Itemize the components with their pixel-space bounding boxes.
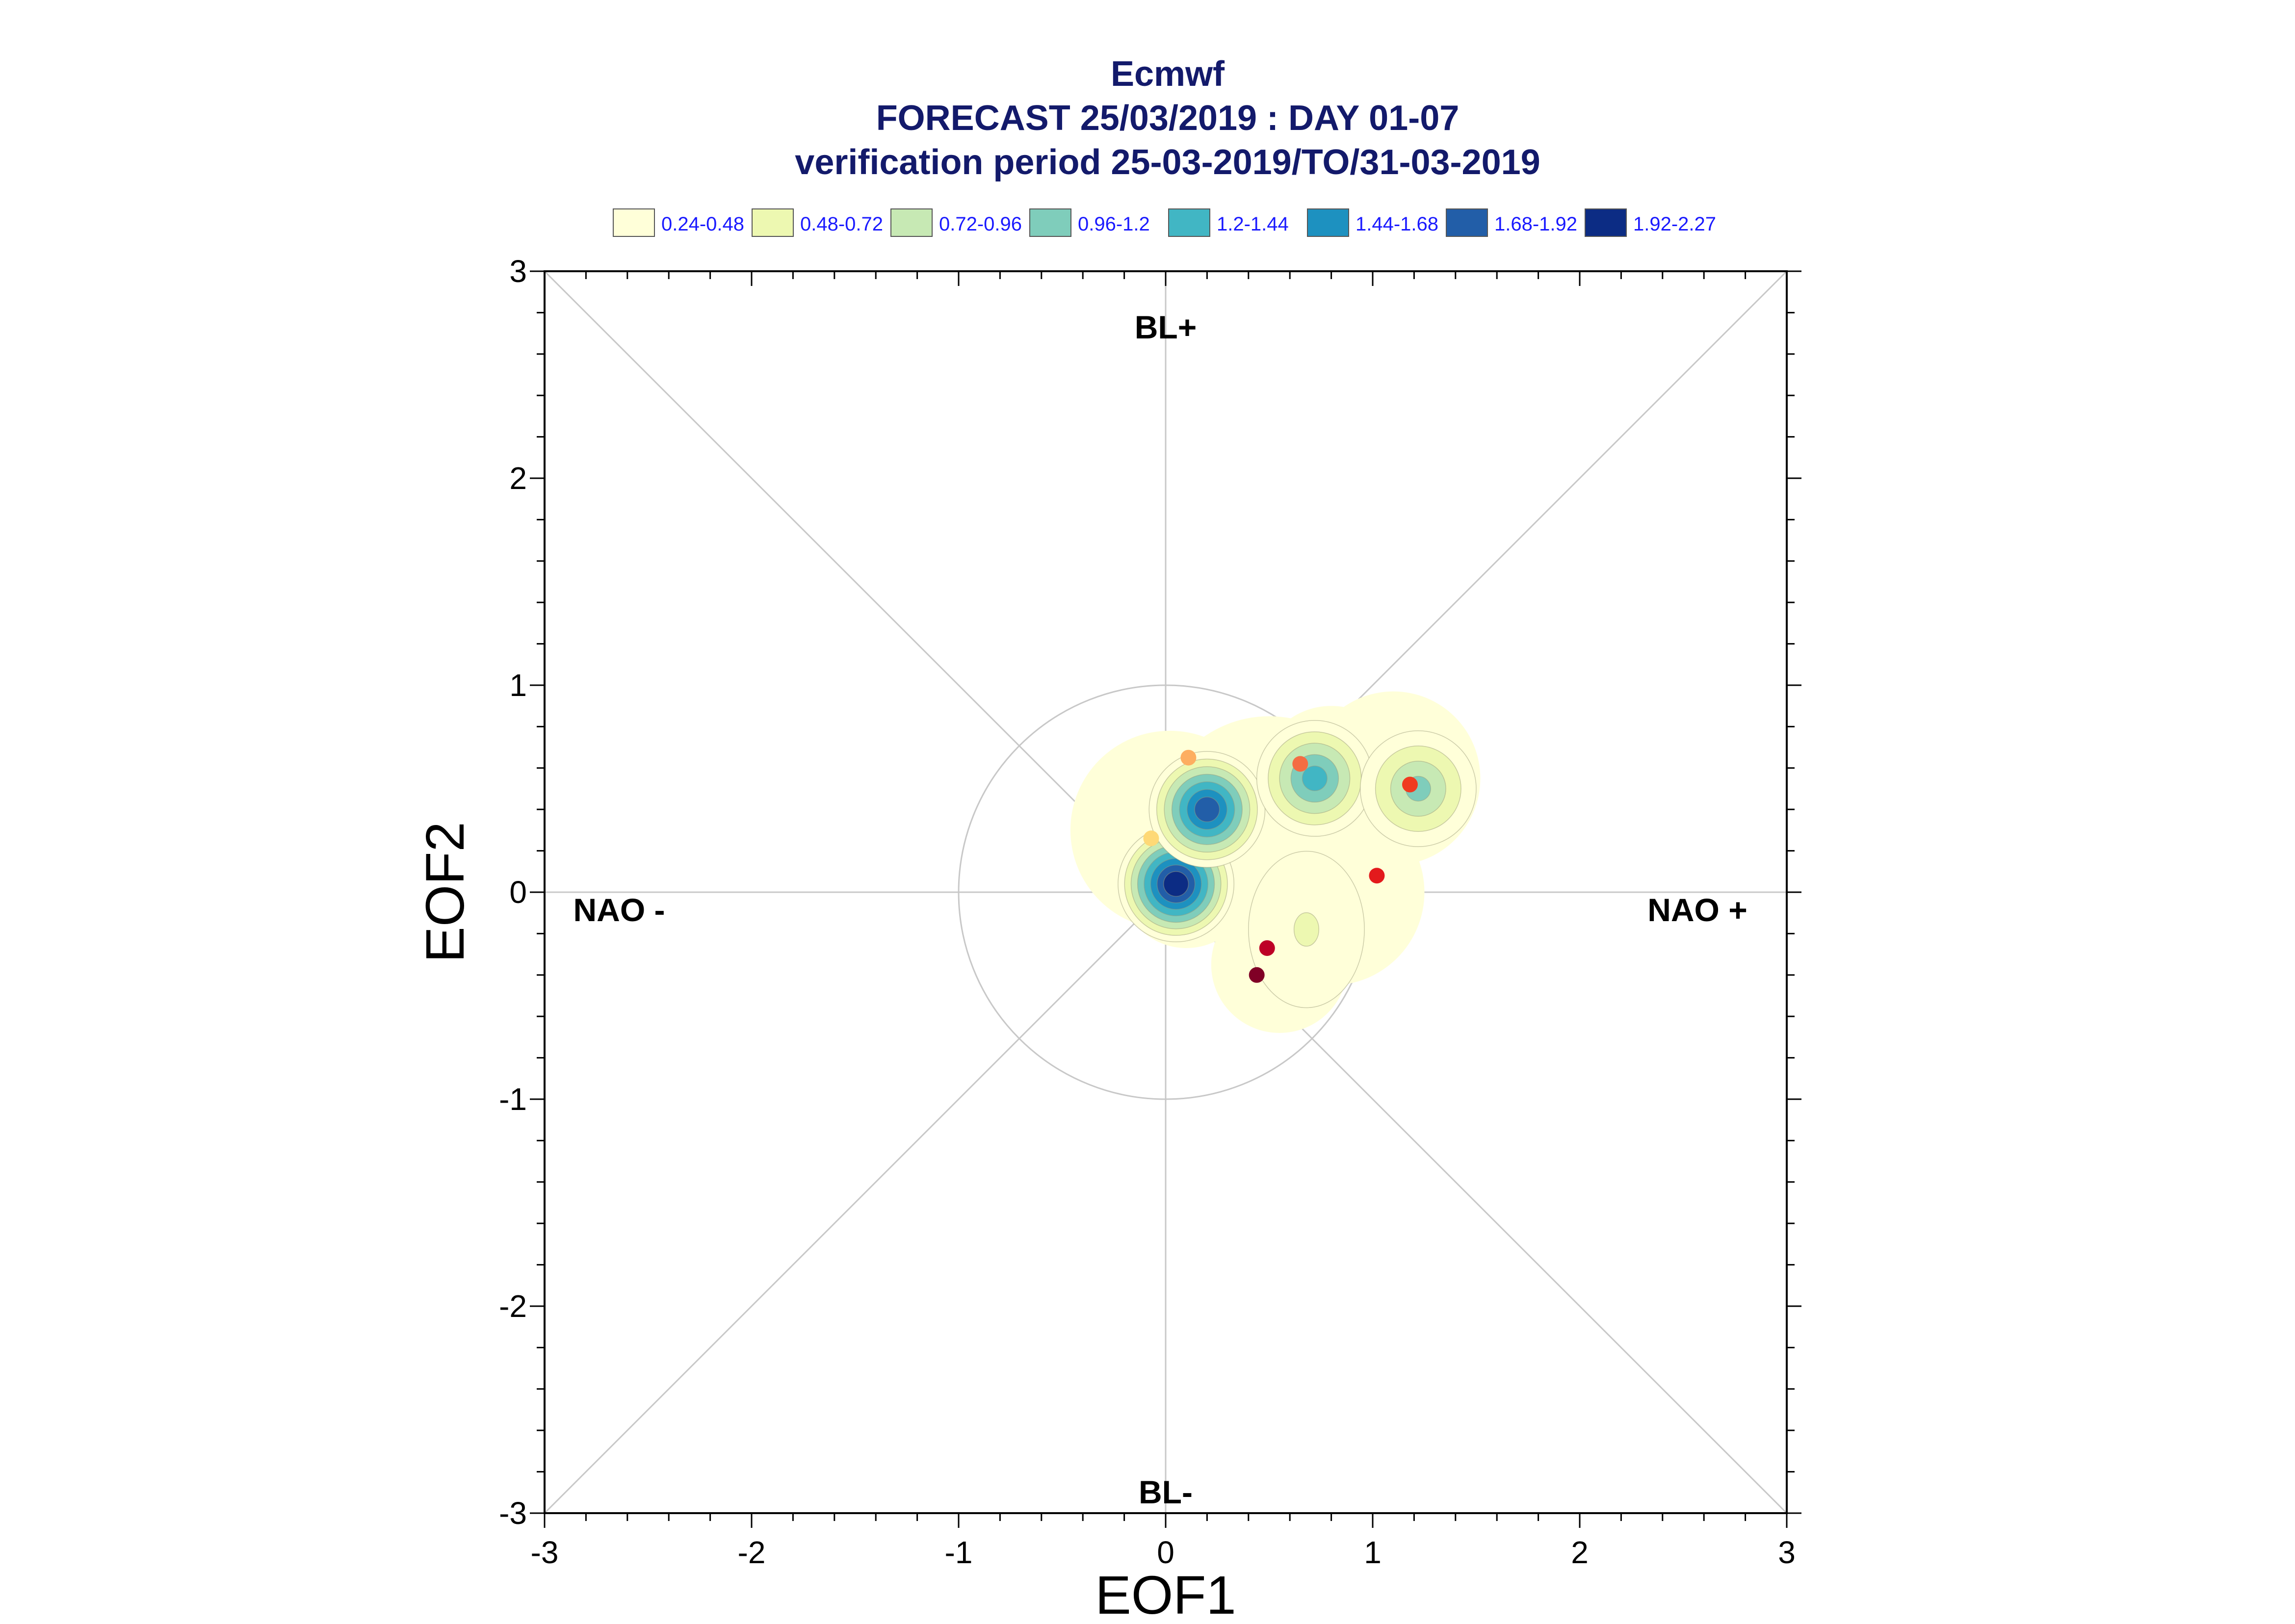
- legend-label: 1.92-2.27: [1633, 213, 1716, 235]
- y-tick-label: 0: [509, 875, 527, 910]
- y-tick-label: 2: [509, 461, 527, 496]
- x-tick-label: -3: [531, 1535, 559, 1570]
- data-point: [1369, 868, 1385, 884]
- chart-title-line-1: Ecmwf: [1111, 54, 1225, 94]
- legend-label: 1.2-1.44: [1217, 213, 1289, 235]
- density-contour: [1194, 797, 1220, 823]
- density-contour: [1302, 765, 1328, 791]
- data-point: [1249, 967, 1265, 983]
- regime-label-right: NAO +: [1647, 892, 1747, 928]
- x-tick-label: 2: [1571, 1535, 1589, 1570]
- y-axis-title: EOF2: [415, 822, 475, 962]
- legend-swatch: [1029, 208, 1071, 237]
- y-tick-label: -3: [499, 1495, 527, 1531]
- data-point: [1180, 749, 1197, 766]
- x-tick-label: 1: [1364, 1535, 1382, 1570]
- y-tick-label: -2: [499, 1289, 527, 1324]
- regime-label-top: BL+: [1135, 309, 1197, 345]
- plot-area: -3 -2 -1 0 1 2 3 3 2 1 0 -1 -2 -3: [499, 254, 1801, 1570]
- data-point: [1143, 830, 1159, 847]
- x-tick-label: -2: [738, 1535, 766, 1570]
- legend-label: 0.48-0.72: [800, 213, 883, 235]
- legend-label: 0.24-0.48: [661, 213, 744, 235]
- y-tick-label: -1: [499, 1082, 527, 1117]
- data-point: [1259, 940, 1275, 956]
- legend-label: 1.68-1.92: [1494, 213, 1577, 235]
- axis-ticks: [530, 270, 1801, 1528]
- legend: 0.24-0.48 0.48-0.72 0.72-0.96 0.96-1.2 1.2-1…: [613, 208, 1716, 237]
- legend-label: 0.72-0.96: [939, 213, 1022, 235]
- density-contour: [1163, 871, 1189, 897]
- legend-swatch: [613, 208, 655, 237]
- legend-label: 0.96-1.2: [1078, 213, 1150, 235]
- y-tick-label: 1: [509, 668, 527, 703]
- chart-title-line-2: FORECAST 25/03/2019 : DAY 01-07: [876, 99, 1460, 138]
- chart-title-line-3: verification period 25-03-2019/TO/31-03-…: [795, 143, 1540, 182]
- legend-swatch: [1168, 208, 1210, 237]
- data-points: [1143, 749, 1418, 983]
- tick-labels: -3 -2 -1 0 1 2 3 3 2 1 0 -1 -2 -3: [499, 254, 1796, 1570]
- data-point: [1402, 776, 1418, 793]
- legend-label: 1.44-1.68: [1356, 213, 1438, 235]
- legend-swatch: [890, 208, 933, 237]
- x-tick-label: -1: [945, 1535, 973, 1570]
- legend-swatch: [1585, 208, 1627, 237]
- x-tick-label: 3: [1778, 1535, 1796, 1570]
- legend-swatch: [752, 208, 794, 237]
- legend-swatch: [1446, 208, 1488, 237]
- density-contour: [1293, 912, 1320, 947]
- x-axis-title: EOF1: [1095, 1565, 1236, 1624]
- data-point: [1292, 756, 1308, 772]
- regime-label-left: NAO -: [574, 892, 665, 928]
- y-tick-label: 3: [509, 254, 527, 289]
- x-tick-label: 0: [1157, 1535, 1174, 1570]
- legend-swatch: [1307, 208, 1349, 237]
- regime-label-bottom: BL-: [1139, 1474, 1193, 1510]
- density-contours: [1070, 691, 1481, 1033]
